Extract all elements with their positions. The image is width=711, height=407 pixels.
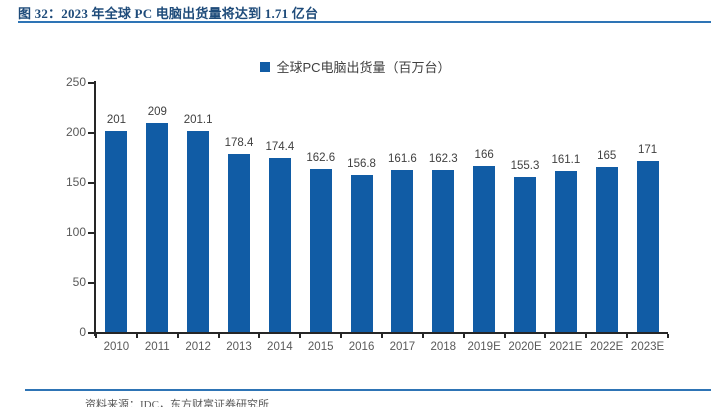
y-tick-label: 50	[72, 275, 86, 289]
x-tick-label: 2021E	[549, 341, 583, 353]
bar-value-label: 178.4	[224, 136, 254, 149]
figure-title: 图 32：2023 年全球 PC 电脑出货量将达到 1.71 亿台	[18, 6, 319, 21]
x-boundary-tick	[95, 334, 97, 338]
y-tick-label: 200	[65, 125, 86, 139]
footer-divider	[25, 389, 711, 391]
x-tick-label: 2012	[185, 341, 211, 353]
x-tick-label: 2019E	[467, 341, 501, 353]
bar-value-label: 171	[637, 144, 658, 156]
x-boundary-tick	[135, 334, 138, 338]
x-boundary-tick	[626, 334, 629, 338]
bar-value-label: 201.1	[183, 113, 213, 126]
x-boundary-tick	[421, 334, 424, 338]
x-tick-label: 2016	[348, 341, 375, 353]
bar	[350, 175, 373, 332]
x-boundary-tick	[340, 334, 343, 338]
bar	[105, 131, 128, 332]
bar-value-label: 156.8	[347, 158, 376, 171]
title-underline	[18, 21, 711, 23]
y-tick	[88, 282, 94, 284]
x-tick-label: 2015	[307, 341, 334, 353]
x-tick-label: 2020E	[508, 341, 542, 353]
bar	[636, 161, 659, 332]
x-boundary-tick	[217, 334, 220, 338]
x-boundary-tick	[544, 334, 547, 338]
y-tick	[88, 82, 94, 84]
bar-value-label: 201	[106, 114, 127, 126]
x-boundary-tick	[462, 334, 465, 338]
legend-label: 全球PC电脑出货量（百万台）	[276, 60, 451, 75]
x-tick-label: 2022E	[590, 341, 624, 353]
bar	[432, 169, 455, 332]
x-boundary-tick	[585, 334, 588, 338]
source-note: 资料来源：IDC，东方财富证券研究所	[85, 399, 269, 407]
y-tick-label: 0	[79, 325, 86, 339]
bar	[268, 157, 291, 332]
bar-value-label: 174.4	[265, 140, 295, 153]
chart-legend: 全球PC电脑出货量（百万台）	[0, 57, 711, 76]
x-boundary-tick	[176, 334, 179, 338]
bar	[146, 123, 169, 332]
legend-swatch	[260, 61, 271, 72]
y-tick	[88, 232, 94, 234]
bar-value-label: 162.6	[306, 152, 336, 165]
bar	[187, 130, 210, 332]
bar	[309, 169, 332, 332]
bar	[554, 170, 577, 332]
bar-value-label: 161.6	[388, 153, 417, 166]
x-boundary-tick	[381, 334, 383, 338]
bar-value-label: 209	[147, 106, 167, 118]
x-tick-label: 2013	[226, 341, 252, 353]
y-tick-label: 250	[65, 75, 86, 89]
x-tick-label: 2023E	[630, 341, 665, 353]
y-tick-label: 100	[65, 225, 86, 239]
bar	[473, 166, 496, 332]
x-boundary-tick	[299, 334, 302, 338]
bar-value-label: 165	[597, 150, 617, 162]
bar	[391, 170, 414, 332]
bar-value-label: 161.1	[551, 153, 581, 166]
y-tick	[88, 132, 94, 134]
x-boundary-tick	[503, 334, 506, 338]
y-tick	[88, 182, 94, 184]
x-tick-label: 2018	[430, 341, 457, 353]
x-axis-line	[94, 332, 668, 334]
x-tick-label: 2011	[144, 341, 170, 353]
bar	[228, 153, 250, 332]
y-axis-line	[94, 81, 96, 336]
x-tick-label: 2014	[267, 341, 293, 353]
x-tick-label: 2010	[103, 341, 130, 353]
x-tick-label: 2017	[389, 341, 416, 353]
y-tick	[88, 332, 94, 334]
bar-value-label: 166	[474, 149, 494, 161]
bar	[514, 176, 536, 332]
x-boundary-tick	[667, 334, 669, 338]
bar-value-label: 155.3	[510, 159, 540, 172]
x-boundary-tick	[258, 334, 261, 338]
bar-value-label: 162.3	[428, 152, 458, 165]
y-tick-label: 150	[65, 175, 86, 189]
bar	[595, 167, 618, 332]
